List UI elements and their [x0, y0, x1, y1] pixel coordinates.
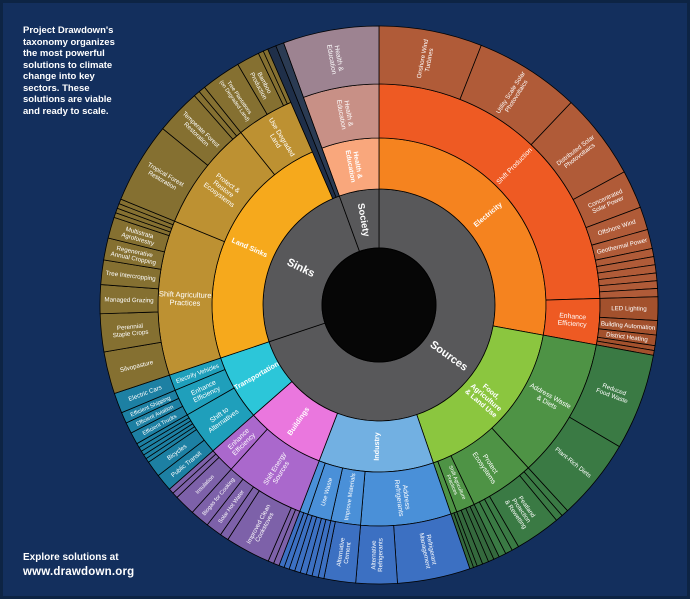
label-address-refrigerants: AddressRefrigerants: [393, 478, 412, 517]
label-managed-grazing: Managed Grazing: [104, 296, 154, 304]
label-alternative-refrigerants: AlternativeRefrigerants: [370, 538, 384, 572]
label-shift-agriculture-practices: Shift AgriculturePractices: [159, 289, 212, 308]
thin-sector: [275, 42, 340, 198]
label-enhance-efficiency: EnhanceEfficiency: [557, 312, 588, 329]
label-led-lighting: LED Lighting: [611, 305, 647, 312]
label-industry: Industry: [372, 432, 381, 461]
label-building-automation: Building Automation: [601, 320, 657, 332]
drawdown-url[interactable]: www.drawdown.org: [23, 566, 135, 578]
intro-text: Project Drawdown's taxonomy organizes th…: [23, 25, 115, 117]
footer: Explore solutions at www.drawdown.org: [23, 551, 134, 580]
solution-health-education: [283, 25, 380, 98]
label-perennial-staple-crops: PerennialStaple Crops: [112, 322, 149, 339]
footer-caption: Explore solutions at: [23, 552, 119, 563]
label-alternative-cement: AlternativeCement: [336, 537, 354, 568]
center-hole: [321, 247, 437, 363]
